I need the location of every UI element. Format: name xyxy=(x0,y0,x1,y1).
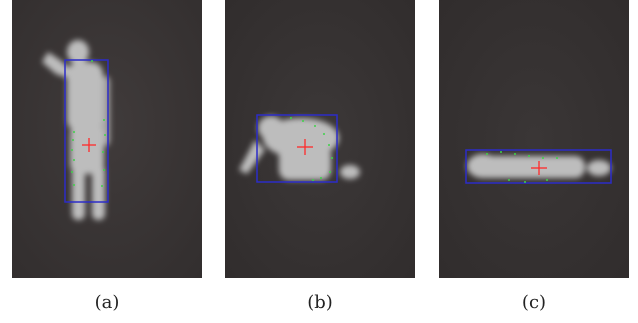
centroid-marker xyxy=(297,139,313,155)
bounding-box xyxy=(64,59,109,203)
person-silhouette xyxy=(467,154,611,178)
thermal-frame-b xyxy=(225,0,415,278)
panel-caption-a: (a) xyxy=(94,292,120,313)
thermal-frame-a xyxy=(12,0,202,278)
thermal-image-crouching xyxy=(225,0,415,278)
thermal-image-standing xyxy=(12,0,202,278)
contour-points xyxy=(71,60,106,187)
centroid-marker xyxy=(531,161,547,175)
bounding-box xyxy=(465,149,612,184)
centroid-marker xyxy=(82,138,96,152)
contour-points xyxy=(486,151,558,183)
bounding-box xyxy=(256,114,338,183)
person-silhouette xyxy=(239,116,360,180)
panel-caption-c: (c) xyxy=(521,292,547,313)
panel-caption-b: (b) xyxy=(307,292,333,313)
thermal-image-lying xyxy=(439,0,629,278)
frame-background xyxy=(439,0,629,278)
thermal-frame-c xyxy=(439,0,629,278)
contour-points xyxy=(290,117,333,181)
